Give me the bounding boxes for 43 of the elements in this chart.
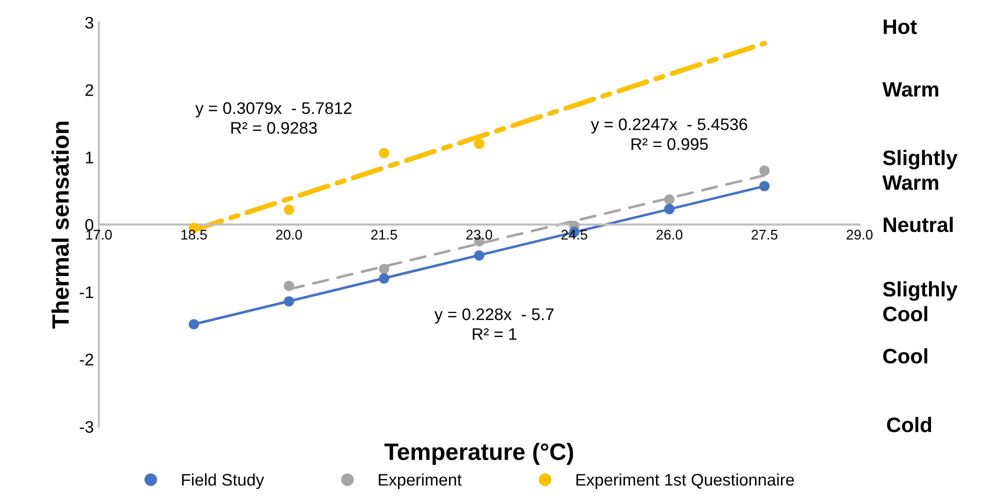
text: Cool (883, 348, 928, 364)
text: Cold (887, 416, 932, 432)
point (474, 138, 484, 149)
point (284, 204, 294, 215)
y-tick-label: -3 (80, 421, 94, 433)
annotation: y = 0.228x - 5.7 R² = 1 (434, 308, 554, 340)
x-tick-label: 26.0 (656, 230, 682, 240)
point (664, 204, 675, 214)
point (664, 194, 675, 205)
text: Slightly Warm (882, 150, 958, 190)
x-tick-label: 18.5 (181, 230, 207, 240)
point (378, 148, 390, 158)
point (378, 273, 390, 284)
point (378, 264, 390, 274)
point (474, 250, 484, 261)
x-tick-label: 29.0 (846, 230, 873, 240)
point (284, 280, 294, 292)
x-tick-label: 27.5 (752, 230, 778, 240)
annotation: y = 0.2247x - 5.4536 R² = 0.995 (590, 118, 748, 150)
legend-label: Field Study (182, 473, 264, 489)
text: Hot (884, 20, 917, 34)
x-tick-label: 21.5 (371, 230, 398, 240)
point (284, 296, 294, 306)
x-tick-label: 23.0 (466, 230, 492, 240)
legend-label: Experiment 1st Questionnaire (576, 473, 794, 489)
y-axis-title: Thermal sensation (52, 122, 69, 329)
y-tick-label: -1 (80, 286, 94, 298)
x-tick-label: 17.0 (86, 230, 112, 240)
y-tick-label: 2 (86, 84, 94, 96)
text: Neutral (884, 216, 953, 232)
point (759, 166, 770, 176)
y-tick-label: -2 (80, 354, 94, 366)
point (759, 181, 770, 192)
legend-label: Experiment (378, 473, 462, 489)
annotation: y = 0.3079x - 5.7812 R² = 0.9283 (195, 102, 352, 134)
text: Warm (882, 82, 938, 97)
x-axis-title: Temperature (°C) (384, 442, 574, 465)
point (188, 319, 200, 330)
y-tick-label: 0 (85, 218, 94, 231)
text: Sligthly Cool (882, 281, 958, 322)
y-tick-label: 1 (86, 152, 94, 164)
y-tick-label: 3 (85, 16, 94, 29)
x-tick-label: 20.0 (276, 230, 302, 240)
